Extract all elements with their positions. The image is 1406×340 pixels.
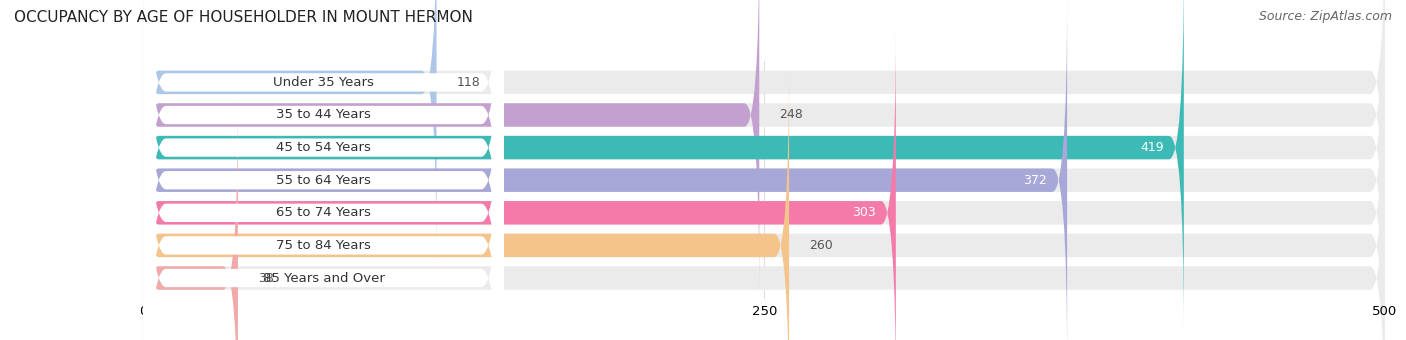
Text: 118: 118: [457, 76, 479, 89]
Text: 248: 248: [779, 108, 803, 121]
FancyBboxPatch shape: [143, 0, 503, 340]
FancyBboxPatch shape: [143, 0, 436, 266]
FancyBboxPatch shape: [143, 0, 1067, 340]
FancyBboxPatch shape: [143, 0, 1385, 266]
FancyBboxPatch shape: [143, 0, 503, 340]
Text: 260: 260: [808, 239, 832, 252]
FancyBboxPatch shape: [143, 0, 503, 340]
FancyBboxPatch shape: [143, 0, 1385, 332]
FancyBboxPatch shape: [143, 62, 1385, 340]
FancyBboxPatch shape: [143, 0, 1184, 332]
Text: 38: 38: [257, 272, 274, 285]
Text: 55 to 64 Years: 55 to 64 Years: [276, 174, 371, 187]
FancyBboxPatch shape: [143, 0, 1385, 299]
FancyBboxPatch shape: [143, 0, 503, 340]
Text: 65 to 74 Years: 65 to 74 Years: [276, 206, 371, 219]
Text: 85 Years and Over: 85 Years and Over: [263, 272, 384, 285]
Text: 75 to 84 Years: 75 to 84 Years: [276, 239, 371, 252]
Text: 45 to 54 Years: 45 to 54 Years: [276, 141, 371, 154]
FancyBboxPatch shape: [143, 0, 503, 340]
Text: 419: 419: [1140, 141, 1164, 154]
Text: 35 to 44 Years: 35 to 44 Years: [276, 108, 371, 121]
FancyBboxPatch shape: [143, 0, 759, 299]
Text: 372: 372: [1024, 174, 1047, 187]
FancyBboxPatch shape: [143, 94, 238, 340]
FancyBboxPatch shape: [143, 0, 503, 340]
FancyBboxPatch shape: [143, 29, 1385, 340]
Text: Source: ZipAtlas.com: Source: ZipAtlas.com: [1258, 10, 1392, 23]
Text: OCCUPANCY BY AGE OF HOUSEHOLDER IN MOUNT HERMON: OCCUPANCY BY AGE OF HOUSEHOLDER IN MOUNT…: [14, 10, 472, 25]
FancyBboxPatch shape: [143, 0, 503, 340]
FancyBboxPatch shape: [143, 62, 789, 340]
FancyBboxPatch shape: [143, 0, 1385, 340]
FancyBboxPatch shape: [143, 94, 1385, 340]
FancyBboxPatch shape: [143, 29, 896, 340]
Text: Under 35 Years: Under 35 Years: [273, 76, 374, 89]
Text: 303: 303: [852, 206, 876, 219]
